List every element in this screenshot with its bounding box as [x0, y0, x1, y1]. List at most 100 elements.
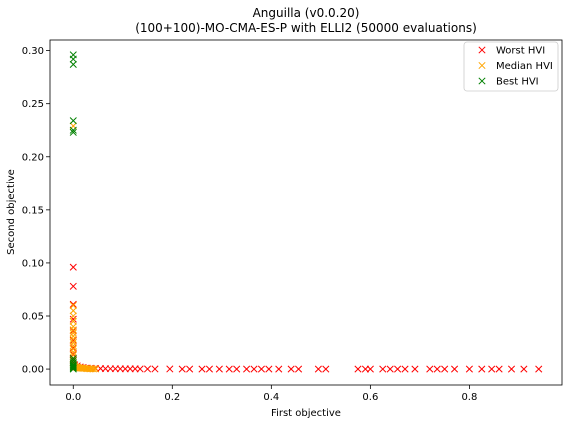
x-tick-label: 0.2 [164, 392, 180, 403]
data-point [92, 365, 100, 373]
data-point-stroke-b [295, 365, 303, 373]
data-point [366, 365, 374, 373]
data-point-stroke-b [495, 365, 503, 373]
data-point [450, 365, 459, 373]
data-point [69, 55, 77, 63]
data-point [322, 365, 330, 373]
data-point [426, 365, 434, 373]
legend-marker [478, 61, 486, 70]
data-point-stroke-b [178, 365, 186, 373]
data-point-stroke-b [88, 365, 96, 373]
data-point-stroke-b [186, 365, 194, 373]
data-point [178, 365, 186, 373]
data-point-stroke-b [433, 365, 441, 373]
data-point-stroke-b [90, 365, 98, 373]
data-point-stroke-b [69, 338, 77, 347]
data-point [265, 365, 273, 373]
data-point-stroke-b [314, 365, 322, 373]
x-axis-label: First objective [271, 408, 341, 419]
plot-frame [49, 39, 563, 386]
data-point-stroke-b [69, 362, 77, 370]
data-point [69, 348, 77, 356]
data-point-stroke-b [69, 342, 77, 350]
data-point-stroke-b [441, 365, 449, 373]
data-point-stroke-b [507, 365, 516, 373]
data-point-stroke-b [275, 365, 283, 373]
data-point-stroke-b [92, 365, 100, 373]
data-point [69, 338, 77, 347]
data-point-stroke-b [520, 365, 528, 373]
data-point [314, 365, 322, 373]
chart-title: Anguilla (v0.0.20) [253, 6, 360, 20]
data-point-stroke-b [287, 365, 295, 373]
data-point [354, 365, 362, 373]
data-point-stroke-b [366, 365, 374, 373]
data-point-stroke-b [69, 329, 77, 337]
data-point-stroke-b [205, 365, 213, 373]
data-point [69, 126, 77, 134]
data-point-stroke-b [69, 351, 77, 359]
data-point-stroke-b [69, 301, 77, 309]
data-point-stroke-b [265, 365, 273, 373]
x-tick-label: 0.6 [362, 392, 378, 403]
data-point [520, 365, 528, 373]
legend-box [463, 41, 559, 92]
data-point [69, 362, 77, 370]
data-point-stroke-b [250, 365, 258, 373]
legend-marker-stroke-b [478, 61, 486, 70]
data-point [69, 365, 77, 373]
legend: Worst HVI Median HVI Best HVI [463, 41, 559, 92]
x-axis-ticks: 0.0 0.2 0.4 0.6 0.8 [65, 385, 477, 403]
data-point [69, 332, 77, 340]
data-point-stroke-b [143, 365, 152, 373]
data-point [257, 365, 265, 373]
data-point-stroke-b [233, 365, 241, 373]
x-tick-label: 0.4 [263, 392, 279, 403]
data-point [394, 365, 402, 373]
data-point-stroke-b [69, 364, 77, 372]
data-point-stroke-b [535, 365, 543, 373]
y-tick-label: 0.10 [22, 258, 44, 269]
x-tick-label: 0.0 [65, 392, 81, 403]
data-point [495, 365, 503, 373]
data-point [166, 365, 174, 373]
data-point-stroke-b [69, 263, 77, 271]
data-point [507, 365, 516, 373]
data-point [225, 365, 233, 373]
data-point-stroke-b [69, 363, 77, 371]
data-point [233, 365, 241, 373]
data-point [401, 365, 409, 373]
data-point-stroke-b [243, 365, 251, 373]
y-tick-label: 0.25 [22, 99, 44, 110]
legend-marker [478, 77, 486, 85]
data-point [69, 307, 77, 315]
data-marks [69, 51, 543, 373]
data-point-stroke-b [69, 55, 77, 63]
data-point [243, 365, 251, 373]
data-point-stroke-b [69, 326, 77, 334]
data-point-stroke-b [166, 365, 174, 373]
data-point-stroke-b [69, 300, 77, 308]
data-point-stroke-b [465, 365, 473, 373]
data-point-stroke-b [151, 365, 159, 373]
data-point [433, 365, 441, 373]
data-point-stroke-b [69, 323, 77, 331]
data-point [411, 365, 419, 373]
series-best-hvi [69, 51, 77, 373]
legend-item: Best HVI [478, 77, 539, 88]
y-axis-label: Second objective [6, 169, 17, 255]
data-point-stroke-b [394, 365, 402, 373]
data-point [275, 365, 283, 373]
data-point [69, 326, 77, 334]
data-point [69, 315, 77, 323]
data-point [478, 365, 486, 373]
data-point [69, 335, 77, 343]
data-point [69, 60, 77, 68]
data-point-stroke-b [69, 307, 77, 315]
data-point-stroke-b [257, 365, 265, 373]
data-point-stroke-b [379, 365, 387, 373]
data-point [69, 300, 77, 308]
data-point-stroke-b [69, 365, 77, 373]
data-point-stroke-b [411, 365, 419, 373]
